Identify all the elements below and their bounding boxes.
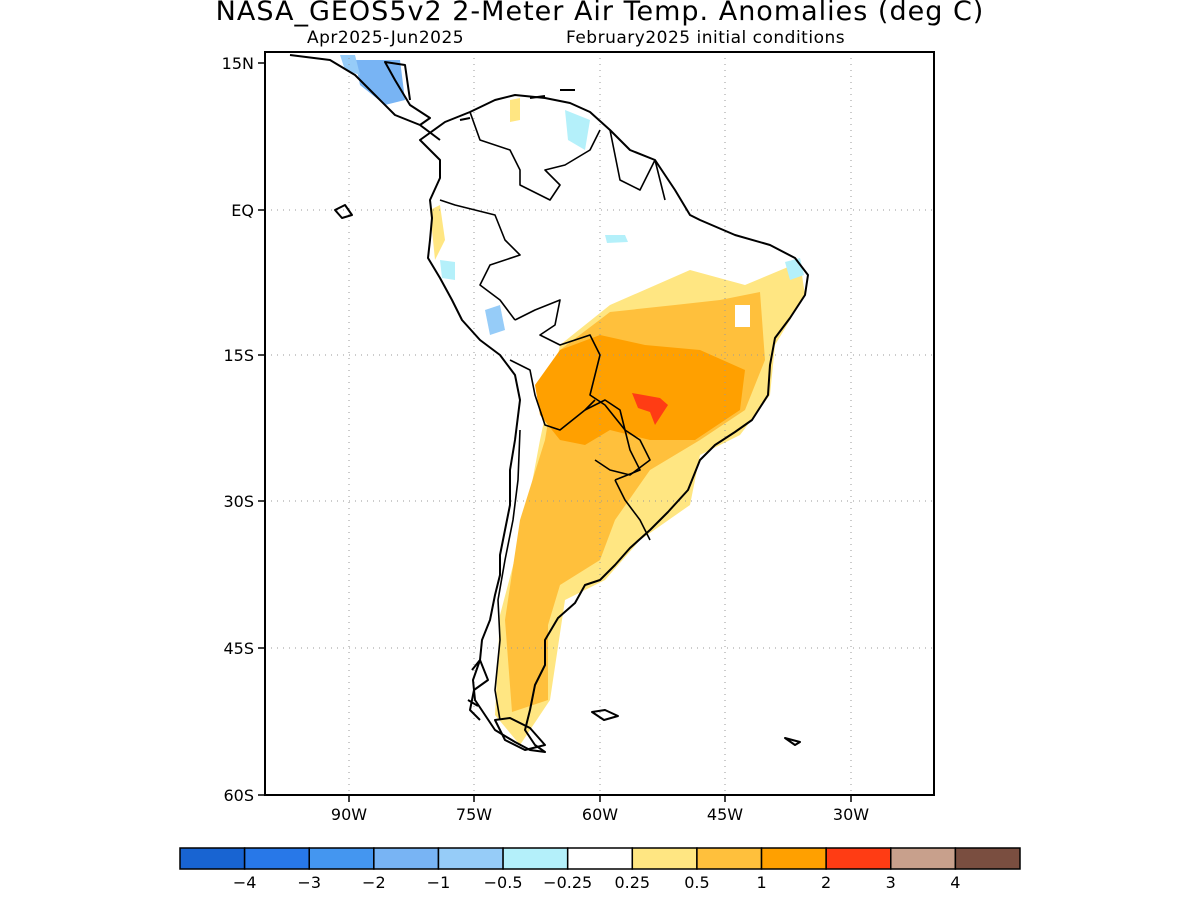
colorbar-tick-label: 4 bbox=[950, 873, 960, 892]
colorbar-tick-label: −3 bbox=[297, 873, 321, 892]
tierra-del-fuego bbox=[494, 717, 546, 751]
anomaly-north-yellow-2 bbox=[510, 98, 520, 122]
anomaly-north-yellow bbox=[430, 205, 445, 260]
colorbar-tick-label: −0.5 bbox=[484, 873, 523, 892]
colorbar-swatch bbox=[566, 847, 634, 870]
colorbar-swatch bbox=[179, 847, 246, 870]
lat-label-45s: 45S bbox=[223, 639, 254, 658]
colorbar-tick-label: −4 bbox=[233, 873, 257, 892]
colorbar-tick-label: 3 bbox=[886, 873, 896, 892]
south-georgia bbox=[784, 737, 801, 746]
chile-argentina-border bbox=[494, 429, 521, 721]
colorbar-swatch bbox=[760, 847, 827, 870]
lon-label-60w: 60W bbox=[582, 805, 618, 824]
forecast-period: Apr2025-Jun2025 bbox=[307, 28, 465, 48]
colorbar-tick-label: 0.5 bbox=[684, 873, 709, 892]
south-america-coastline bbox=[419, 94, 809, 753]
chile-fjords bbox=[467, 659, 489, 721]
anomaly-shading bbox=[340, 55, 805, 745]
colorbar: −4 −3 −2 −1 −0.5 −0.25 0.25 0.5 1 2 3 4 bbox=[179, 847, 1021, 892]
country-borders bbox=[439, 111, 666, 721]
colorbar-tick-label: −0.25 bbox=[543, 873, 592, 892]
lat-label-15s: 15S bbox=[223, 346, 254, 365]
guianas-border bbox=[609, 129, 666, 201]
colorbar-swatch bbox=[373, 847, 440, 870]
falklands bbox=[591, 709, 619, 721]
colombia-venezuela-border bbox=[469, 111, 601, 201]
anomaly-amazon-cyan bbox=[605, 235, 628, 243]
colorbar-tick-label: −2 bbox=[362, 873, 386, 892]
anomaly-central-america-blue bbox=[355, 60, 405, 105]
colorbar-swatch bbox=[825, 847, 892, 870]
anomaly-dark-orange bbox=[535, 335, 745, 445]
colombia-ecuador-peru-border bbox=[439, 199, 521, 321]
map-title: NASA_GEOS5v2 2-Meter Air Temp. Anomalies… bbox=[215, 0, 985, 27]
caribbean-islands bbox=[459, 89, 575, 121]
lon-label-75w: 75W bbox=[456, 805, 492, 824]
coastlines bbox=[289, 54, 809, 753]
colorbar-swatch bbox=[437, 847, 504, 870]
initial-conditions: February2025 initial conditions bbox=[566, 28, 846, 48]
colorbar-swatch bbox=[502, 847, 569, 870]
colorbar-swatch bbox=[890, 847, 957, 870]
colorbar-swatch bbox=[631, 847, 698, 870]
anomaly-caribbean-cyan bbox=[565, 110, 590, 150]
lon-label-90w: 90W bbox=[331, 805, 367, 824]
colorbar-tick-label: 1 bbox=[756, 873, 766, 892]
lon-label-30w: 30W bbox=[833, 805, 869, 824]
anomaly-white-patch bbox=[735, 305, 750, 327]
anomaly-andes-cyan bbox=[440, 260, 455, 280]
lon-label-45w: 45W bbox=[707, 805, 743, 824]
lat-label-30s: 30S bbox=[223, 492, 254, 511]
brazil-west-border bbox=[514, 299, 651, 476]
colorbar-tick-label: 2 bbox=[821, 873, 831, 892]
argentina-uruguay-border bbox=[614, 479, 651, 541]
central-america-coastline bbox=[289, 54, 441, 141]
colorbar-swatch bbox=[308, 847, 375, 870]
anomaly-andes-blue bbox=[485, 305, 505, 335]
colorbar-swatch bbox=[954, 847, 1021, 870]
colorbar-swatch bbox=[243, 847, 310, 870]
lat-label-eq: EQ bbox=[231, 201, 254, 220]
galapagos bbox=[334, 204, 353, 219]
paraguay-border bbox=[584, 399, 641, 481]
colorbar-tick-label: −1 bbox=[427, 873, 451, 892]
lat-label-15n: 15N bbox=[222, 54, 254, 73]
lat-label-60s: 60S bbox=[223, 786, 254, 805]
colorbar-swatch bbox=[696, 847, 763, 870]
colorbar-tick-label: 0.25 bbox=[614, 873, 650, 892]
axis-ticks bbox=[258, 62, 852, 802]
anomaly-red bbox=[632, 393, 668, 425]
